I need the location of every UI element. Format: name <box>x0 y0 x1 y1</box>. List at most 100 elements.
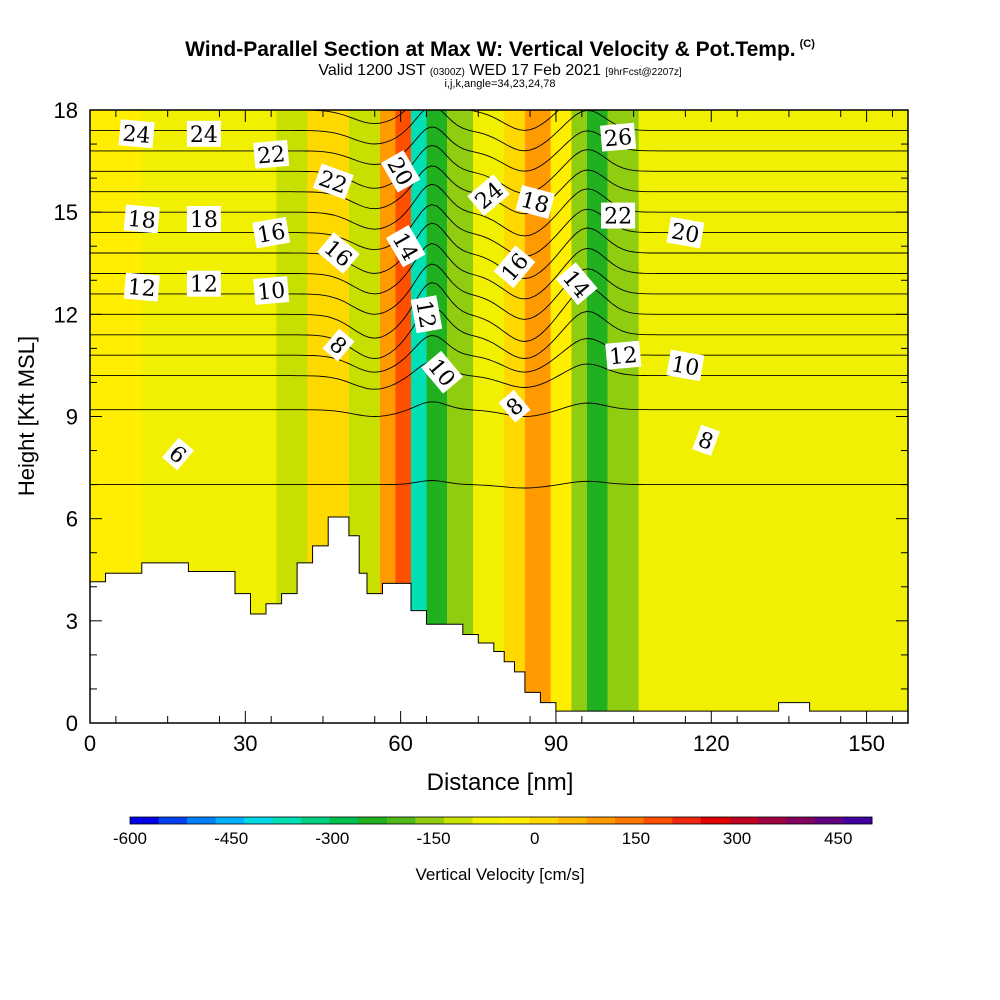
colorbar-tick-label: 0 <box>530 829 539 848</box>
contour-label-text: 26 <box>603 125 633 152</box>
y-tick-label: 12 <box>54 302 78 327</box>
y-tick-label: 15 <box>54 200 78 225</box>
contour-label: 10 <box>253 276 290 306</box>
theta-contour <box>90 480 908 489</box>
chart-subtitle: Valid 1200 JST (0300Z) WED 17 Feb 2021 [… <box>318 62 682 79</box>
y-tick-label: 6 <box>66 507 78 532</box>
terrain <box>89 516 909 724</box>
colorbar-swatch <box>529 817 559 824</box>
contour-label-box <box>467 174 510 216</box>
colorbar-swatch <box>358 817 388 824</box>
contour-label: 12 <box>186 270 221 298</box>
contour-label: 12 <box>605 340 642 370</box>
contour-label-box <box>493 245 536 289</box>
colorbar: -600 -450 -300 -150 0 150 300 450 <box>113 816 873 848</box>
contour-label-text: 22 <box>604 205 632 230</box>
colorbar-tick-label: -300 <box>315 829 349 848</box>
theta-contour <box>90 183 908 237</box>
colorbar-label: Vertical Velocity [cm/s] <box>415 865 584 884</box>
contour-label-box <box>692 424 720 456</box>
theta-contour <box>90 361 908 390</box>
colorbar-swatch <box>415 817 445 824</box>
colorbar-swatch <box>643 817 673 824</box>
velocity-band <box>550 110 572 723</box>
velocity-band <box>473 110 505 723</box>
velocity-band <box>410 110 427 723</box>
contour-label-box <box>317 232 360 274</box>
contour-label-box <box>253 139 290 169</box>
colorbar-tick-label: 150 <box>622 829 650 848</box>
theta-contour <box>90 334 908 373</box>
theta-contour <box>90 401 908 417</box>
colorbar-swatch <box>443 817 473 824</box>
colorbar-swatch <box>215 817 245 824</box>
contour-label: 26 <box>600 122 637 152</box>
contour-label-text: 10 <box>256 278 286 305</box>
colorbar-tick-label: -600 <box>113 829 147 848</box>
x-tick-label: 120 <box>693 731 730 756</box>
colorbar-swatch <box>187 817 217 824</box>
contour-label-box <box>515 184 555 219</box>
x-tick-label: 150 <box>848 731 885 756</box>
contour-label-text: 24 <box>190 123 218 148</box>
velocity-band <box>379 110 396 723</box>
theta-contour <box>90 110 908 131</box>
contour-label: 22 <box>601 202 636 230</box>
contour-label-box <box>253 276 290 305</box>
contour-label-text: 24 <box>121 122 151 149</box>
grid-indices: i,j,k,angle=34,23,24,78 <box>444 78 556 90</box>
theta-contour <box>90 204 908 257</box>
contour-label-text: 12 <box>410 299 439 331</box>
contour-label: 16 <box>252 216 291 249</box>
colorbar-swatch <box>615 817 645 824</box>
contour-label-box <box>498 389 531 423</box>
contour-label: 12 <box>123 272 160 302</box>
contour-label-box <box>666 349 705 382</box>
contour-label-text: 10 <box>669 352 701 381</box>
colorbar-swatch <box>386 817 416 824</box>
chart-title: Wind-Parallel Section at Max W: Vertical… <box>185 38 815 61</box>
contour-label-box <box>186 270 221 297</box>
contour-label-box <box>601 202 636 229</box>
contour-label: 24 <box>186 120 221 148</box>
velocity-band <box>742 110 815 723</box>
velocity-band <box>638 110 743 723</box>
x-axis-label: Distance [nm] <box>427 769 574 796</box>
contour-label-box <box>186 120 221 147</box>
contour-label-box <box>600 122 637 152</box>
velocity-band <box>426 110 448 723</box>
theta-contour <box>90 243 908 300</box>
colorbar-swatch <box>244 817 274 824</box>
contour-label-box <box>380 150 421 193</box>
theta-contour <box>90 110 908 152</box>
colorbar-swatch <box>472 817 502 824</box>
contour-label: 22 <box>253 139 290 169</box>
contour-label-box <box>161 437 195 471</box>
contour-label: 18 <box>186 206 221 233</box>
y-axis-label: Height [Kft MSL] <box>14 336 39 496</box>
colorbar-tick-label: 300 <box>723 829 751 848</box>
contour-label: 12 <box>410 295 443 334</box>
theta-contour <box>90 282 908 342</box>
contour-label: 18 <box>123 204 160 234</box>
contour-label-box <box>322 328 355 362</box>
x-tick-label: 60 <box>388 731 412 756</box>
contour-label-box <box>252 216 291 249</box>
contour-label-text: 12 <box>190 273 218 298</box>
velocity-band <box>587 110 608 723</box>
title-tag: (C) <box>799 38 815 50</box>
contour-label: 8 <box>692 424 720 456</box>
contour-label-box <box>410 295 443 334</box>
colorbar-swatch <box>672 817 702 824</box>
velocity-band <box>607 110 639 723</box>
contour-label: 22 <box>312 163 354 200</box>
contour-label-box <box>666 216 705 249</box>
contour-label-text: 12 <box>127 275 157 302</box>
y-tick-label: 18 <box>54 98 78 123</box>
theta-contour <box>90 306 908 360</box>
y-tick-label: 0 <box>66 711 78 736</box>
colorbar-swatch <box>501 817 531 824</box>
x-tick-label: 90 <box>544 731 568 756</box>
colorbar-swatch <box>729 817 759 824</box>
